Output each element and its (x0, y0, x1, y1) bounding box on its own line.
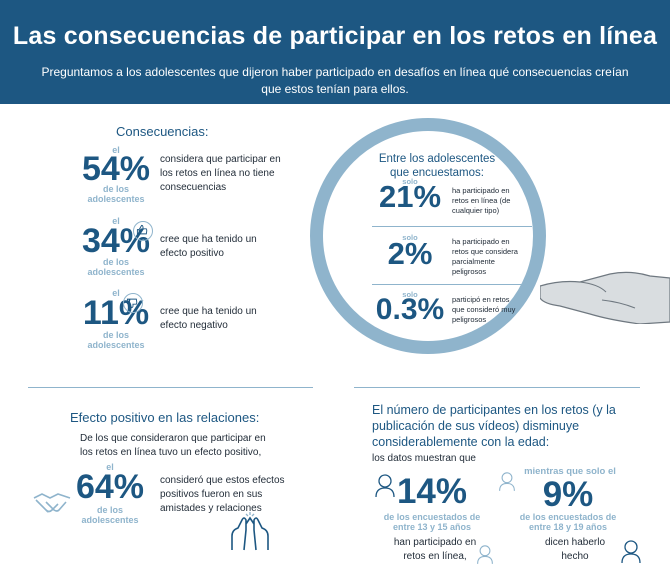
section-divider-right (354, 387, 640, 388)
stat-prefix: el (112, 145, 120, 155)
participants-9-lead: mientras que solo el (524, 466, 616, 477)
thumbs-up-icon (133, 221, 153, 241)
participants-heading: El número de participantes en los retos … (372, 403, 616, 449)
lens-03-value: 0.3% (375, 293, 445, 326)
hand-holding-magnifier-icon (540, 271, 670, 324)
consequences-heading: Consecuencias: (116, 124, 209, 139)
page-subtitle: Preguntamos a los adolescentes que dijer… (41, 65, 629, 96)
teen-person-icon (477, 545, 493, 564)
positive-text: consideró que estos efectos positivos fu… (160, 475, 285, 514)
divider (372, 284, 532, 285)
stat-suffix: de los adolescentes (87, 257, 145, 277)
lens-21-text: ha participado en retos en línea (de cua… (452, 186, 511, 215)
positive-suffix: de los adolescentes (81, 505, 139, 525)
participants-9-text: dicen haberlo hecho (544, 537, 606, 562)
lens-21-value: 21% (378, 179, 442, 214)
participants-14-sub: de los encuestados de entre 13 y 15 años (383, 512, 481, 532)
stat-11-value: 11% (82, 294, 150, 332)
stat-suffix: de los adolescentes (87, 184, 145, 204)
stat-54-text: considera que participar en los retos en… (160, 154, 281, 193)
lens-heading: Entre los adolescentes que encuestamos: (378, 153, 496, 179)
thumbs-down-icon (123, 293, 143, 313)
lens-prefix: solo (402, 177, 418, 186)
lens-prefix: solo (402, 290, 418, 299)
lens-03-text: participó en retos que consideró muy pel… (452, 295, 516, 324)
handshake-icon (33, 493, 71, 513)
divider (372, 226, 532, 227)
participants-14-value: 14% (396, 472, 468, 511)
stat-suffix: de los adolescentes (87, 330, 145, 350)
lens-2-value: 2% (387, 236, 433, 271)
young-adult-icon (499, 472, 515, 491)
positive-64-value: 64% (75, 468, 145, 506)
participants-intro: los datos muestran que (372, 453, 476, 464)
teen-person-icon (375, 474, 395, 498)
page-title: Las consecuencias de participar en los r… (12, 22, 658, 50)
positive-prefix: el (106, 462, 114, 472)
stat-34-text: cree que ha tenido un efecto positivo (160, 234, 257, 259)
stat-11-text: cree que ha tenido un efecto negativo (160, 306, 257, 331)
lens-2-text: ha participado en retos que considera pa… (452, 237, 518, 276)
positive-heading: Efecto positivo en las relaciones: (70, 410, 260, 425)
stat-54-value: 54% (81, 150, 151, 188)
stat-prefix: el (112, 288, 120, 298)
participants-9-sub: de los encuestados de entre 18 y 19 años (519, 512, 617, 532)
positive-intro: De los que consideraron que participar e… (80, 433, 266, 458)
high-five-icon (231, 512, 269, 551)
lens-prefix: solo (402, 233, 418, 242)
stat-prefix: el (112, 216, 120, 226)
participants-14-text: han participado en retos en línea, (393, 537, 477, 562)
participants-9-value: 9% (542, 475, 594, 514)
young-adult-icon (621, 540, 641, 564)
section-divider-left (28, 387, 313, 388)
header-banner (0, 0, 670, 104)
